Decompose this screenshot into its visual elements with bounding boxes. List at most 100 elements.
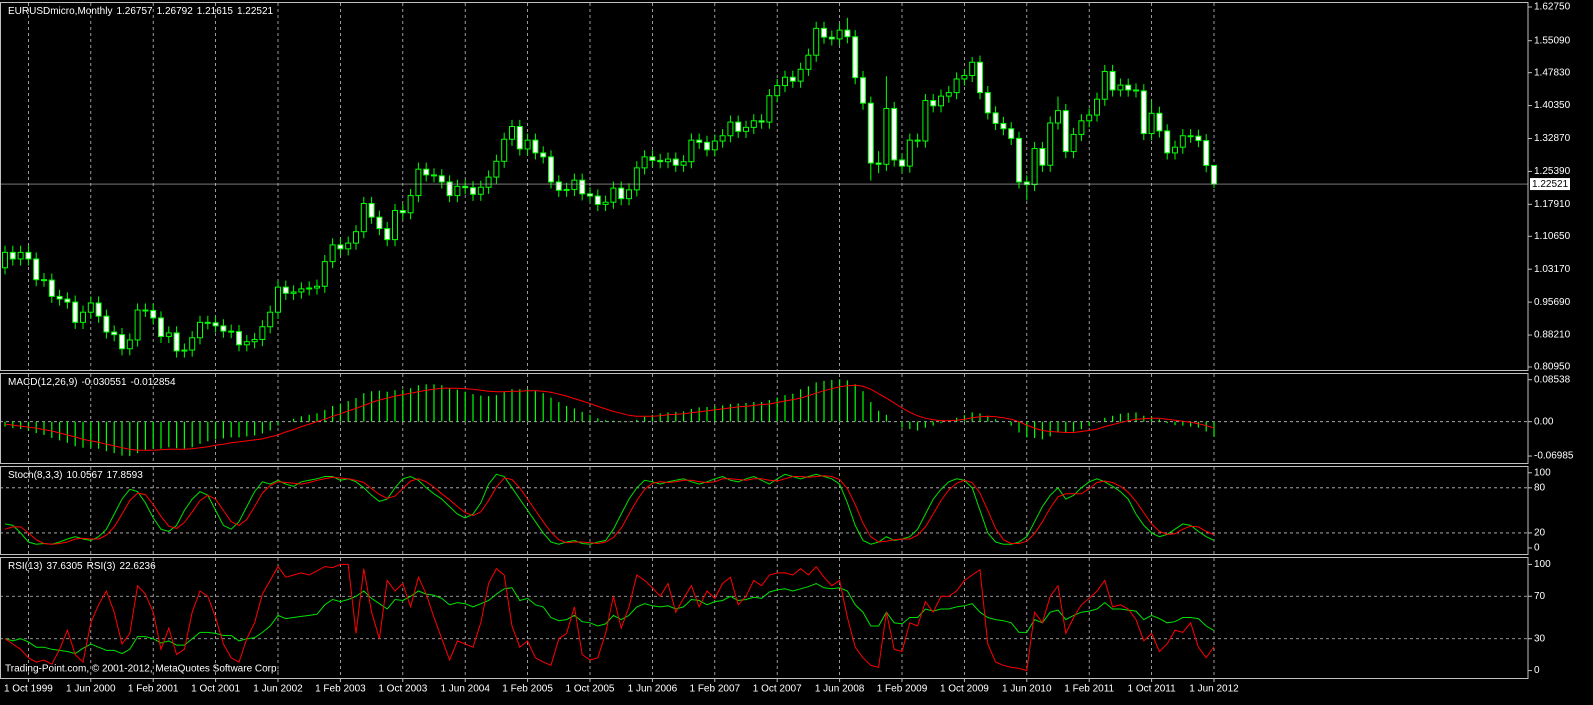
ohlc-value: 1.22521 bbox=[237, 6, 274, 17]
candle-body bbox=[87, 302, 94, 313]
candle-body bbox=[298, 288, 305, 293]
candle-body bbox=[1086, 114, 1093, 122]
candle-body bbox=[1023, 181, 1030, 186]
panel-title: Stoch(8,3,3) bbox=[8, 470, 62, 481]
candle-body bbox=[337, 244, 344, 250]
y-tick-label: 0 bbox=[1534, 665, 1540, 676]
x-tick-label: 1 Oct 2009 bbox=[940, 684, 989, 695]
y-tick-label: 1.55090 bbox=[1534, 35, 1571, 46]
candle-body bbox=[1133, 89, 1139, 92]
candle-body bbox=[930, 100, 937, 107]
candle-body bbox=[1109, 70, 1116, 91]
panel-frame bbox=[0, 466, 1529, 555]
candle-body bbox=[181, 349, 188, 352]
candle-body bbox=[711, 140, 718, 151]
series-name: RSI(13) bbox=[8, 561, 42, 572]
ohlc-value: 1.21615 bbox=[197, 6, 234, 17]
candle-body bbox=[633, 167, 640, 191]
y-tick-label: 0.80950 bbox=[1534, 362, 1571, 373]
candle-body bbox=[665, 158, 671, 163]
candle-body bbox=[1140, 90, 1147, 135]
panel-frame bbox=[0, 373, 1529, 464]
candle-body bbox=[321, 261, 328, 287]
candle-body bbox=[1039, 148, 1046, 166]
candle-body bbox=[290, 291, 297, 294]
candle-body bbox=[852, 36, 859, 79]
candle-body bbox=[236, 331, 242, 346]
y-tick-label: 1.03170 bbox=[1534, 264, 1571, 275]
candle-body bbox=[1008, 128, 1015, 139]
candle-body bbox=[376, 216, 383, 230]
candle-body bbox=[1172, 146, 1178, 154]
candle-body bbox=[766, 95, 773, 123]
candle-body bbox=[594, 195, 601, 205]
x-tick-label: 1 Oct 2003 bbox=[378, 684, 427, 695]
candle-body bbox=[587, 193, 593, 197]
candle-body bbox=[228, 330, 235, 333]
candle-body bbox=[563, 188, 570, 191]
candle-body bbox=[805, 54, 812, 70]
candle-body bbox=[743, 126, 749, 132]
candle-body bbox=[602, 201, 609, 205]
candle-body bbox=[204, 321, 211, 324]
series-last-value: 22.6236 bbox=[120, 561, 157, 572]
candle-body bbox=[540, 152, 547, 158]
candle-body bbox=[56, 295, 63, 300]
y-tick-label: -0.06985 bbox=[1534, 451, 1574, 462]
candle-body bbox=[719, 135, 726, 142]
candle-body bbox=[2, 251, 8, 269]
last-price-box bbox=[1530, 178, 1570, 191]
candle-body bbox=[1187, 135, 1194, 138]
candle-body bbox=[1148, 112, 1155, 135]
candle-body bbox=[282, 286, 289, 294]
panel-header: EURUSDmicro,Monthly 1.26757 1.26792 1.21615… bbox=[8, 6, 274, 17]
candle-body bbox=[984, 92, 991, 114]
y-tick-label: 1.47830 bbox=[1534, 67, 1571, 78]
candle-body bbox=[275, 286, 281, 313]
panel-frame bbox=[0, 557, 1529, 679]
candle-body bbox=[95, 302, 102, 317]
x-tick-label: 1 Oct 1999 bbox=[4, 684, 53, 695]
candle-body bbox=[306, 287, 313, 290]
candle-body bbox=[750, 120, 757, 128]
series-last-value: 17.8593 bbox=[107, 470, 144, 481]
candle-body bbox=[1055, 110, 1061, 124]
x-tick-label: 1 Feb 2003 bbox=[315, 684, 366, 695]
candle-body bbox=[1078, 120, 1085, 135]
candle-body bbox=[555, 181, 562, 191]
candle-body bbox=[438, 175, 445, 183]
candle-body bbox=[906, 139, 913, 167]
candle-body bbox=[360, 203, 367, 233]
candle-body bbox=[867, 102, 874, 164]
x-tick-label: 1 Feb 2005 bbox=[502, 684, 553, 695]
candle-body bbox=[844, 29, 851, 38]
candle-body bbox=[836, 29, 843, 40]
candle-body bbox=[641, 156, 648, 169]
candle-body bbox=[197, 321, 203, 339]
candle-body bbox=[251, 339, 258, 343]
candle-body bbox=[1070, 133, 1077, 153]
candle-body bbox=[571, 179, 578, 190]
candle-body bbox=[368, 203, 375, 218]
candle-body bbox=[704, 141, 710, 151]
candle-body bbox=[454, 185, 461, 197]
candle-body bbox=[126, 339, 133, 350]
candle-body bbox=[1156, 112, 1163, 132]
series-last-value: 10.0567 bbox=[66, 470, 103, 481]
candle-body bbox=[189, 337, 196, 351]
candle-body bbox=[48, 279, 55, 297]
candle-body bbox=[548, 156, 554, 183]
candle-body bbox=[953, 78, 960, 94]
candle-body bbox=[1179, 135, 1186, 148]
candle-body bbox=[165, 332, 172, 337]
candle-body bbox=[680, 161, 687, 166]
candle-body bbox=[243, 341, 250, 346]
candle-body bbox=[735, 121, 742, 132]
candle-body bbox=[1195, 135, 1202, 142]
last-price-label: 1.22521 bbox=[1532, 179, 1569, 190]
candle-body bbox=[150, 309, 157, 319]
candle-body bbox=[883, 107, 890, 165]
